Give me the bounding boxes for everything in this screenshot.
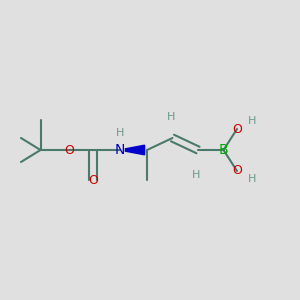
Text: O: O — [232, 122, 242, 136]
Text: H: H — [192, 170, 201, 181]
Text: O: O — [88, 173, 98, 187]
Polygon shape — [125, 145, 145, 155]
Text: H: H — [167, 112, 175, 122]
Text: O: O — [64, 143, 74, 157]
Text: H: H — [116, 128, 124, 139]
Text: B: B — [219, 143, 228, 157]
Text: H: H — [248, 116, 256, 127]
Text: N: N — [115, 143, 125, 157]
Text: H: H — [248, 173, 256, 184]
Text: O: O — [232, 164, 242, 178]
